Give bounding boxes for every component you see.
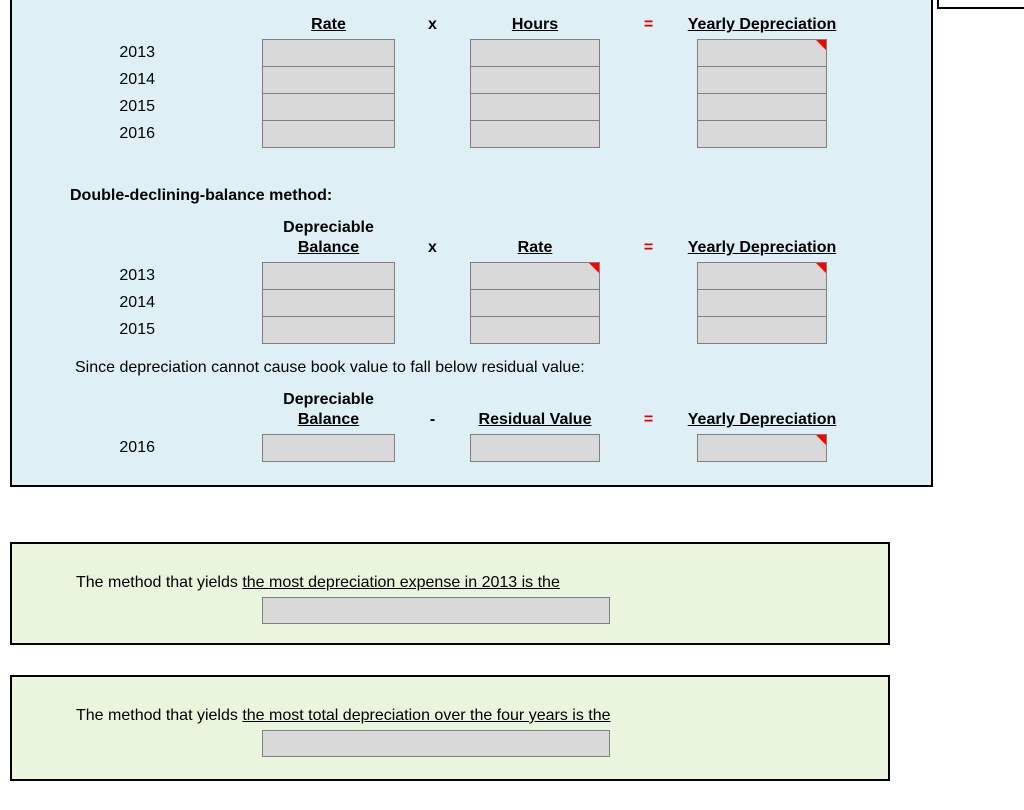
units-row-2016: 2016: [12, 120, 931, 148]
equals-operator: =: [643, 16, 654, 33]
question-1-answer-input[interactable]: [262, 597, 610, 624]
question-1-panel: The method that yields the most deprecia…: [10, 542, 890, 645]
year-label: 2016: [119, 125, 155, 142]
comment-flag-icon: [816, 263, 826, 273]
units-row-2013: 2013: [12, 39, 931, 67]
ddb-balance-input-2013[interactable]: [262, 262, 395, 290]
units-table: Rate x Hours = Yearly Depreciation 2013 …: [12, 15, 931, 148]
units-row-2015: 2015: [12, 93, 931, 121]
question-1-lead: The method that yields: [76, 574, 243, 591]
depreciation-worksheet-panel: Rate x Hours = Yearly Depreciation 2013 …: [10, 0, 933, 487]
ddb-row-2014: 2014: [12, 289, 931, 317]
ddb-row-2013: 2013: [12, 262, 931, 290]
year-label: 2014: [119, 294, 155, 311]
units-rate-input-2014[interactable]: [262, 66, 395, 94]
ddb-table: Depreciable Balance x Rate = Yearly Depr…: [12, 218, 931, 344]
year-label: 2015: [119, 321, 155, 338]
units-table-header: Rate x Hours = Yearly Depreciation: [12, 15, 931, 35]
units-row-2014: 2014: [12, 66, 931, 94]
units-hours-input-2013[interactable]: [470, 39, 600, 67]
question-1-text: The method that yields the most deprecia…: [76, 573, 560, 593]
year-label: 2015: [119, 98, 155, 115]
units-yearly-dep-input-2014[interactable]: [697, 66, 827, 94]
final-yearly-dep-input-2016[interactable]: [697, 434, 827, 462]
units-yearly-dep-input-2015[interactable]: [697, 93, 827, 121]
question-1-underlined: the most depreciation expense in 2013 is…: [242, 574, 560, 591]
units-rate-input-2016[interactable]: [262, 120, 395, 148]
ddb-method-heading: Double-declining-balance method:: [70, 187, 333, 204]
final-row-2016: 2016: [12, 434, 931, 462]
comment-flag-icon: [816, 435, 826, 445]
ddb-yearly-dep-input-2015[interactable]: [697, 316, 827, 344]
year-label: 2016: [119, 439, 155, 456]
units-hours-input-2015[interactable]: [470, 93, 600, 121]
final-table-header: Depreciable Balance - Residual Value = Y…: [12, 390, 931, 430]
multiply-operator: x: [428, 239, 437, 256]
comment-flag-icon: [589, 263, 599, 273]
units-rate-input-2013[interactable]: [262, 39, 395, 67]
units-yearly-dep-input-2016[interactable]: [697, 120, 827, 148]
final-col1-header: Depreciable Balance: [283, 391, 374, 428]
year-label: 2013: [119, 44, 155, 61]
residual-value-input-2016[interactable]: [470, 434, 600, 462]
year-label: 2014: [119, 71, 155, 88]
final-year-table: Depreciable Balance - Residual Value = Y…: [12, 390, 931, 462]
question-2-text: The method that yields the most total de…: [76, 706, 611, 726]
units-col2-header: Hours: [511, 16, 559, 33]
final-col2-header: Residual Value: [478, 411, 592, 428]
ddb-rate-input-2015[interactable]: [470, 316, 600, 344]
partial-panel-corner: [937, 0, 1024, 9]
ddb-col1-header: Depreciable Balance: [283, 219, 374, 256]
ddb-rate-input-2014[interactable]: [470, 289, 600, 317]
question-2-answer-input[interactable]: [262, 730, 610, 757]
units-hours-input-2014[interactable]: [470, 66, 600, 94]
ddb-yearly-dep-input-2013[interactable]: [697, 262, 827, 290]
ddb-balance-input-2015[interactable]: [262, 316, 395, 344]
final-col3-header: Yearly Depreciation: [687, 411, 837, 428]
minus-operator: -: [429, 411, 436, 428]
question-2-lead: The method that yields: [76, 707, 243, 724]
ddb-rate-input-2013[interactable]: [470, 262, 600, 290]
residual-value-note: Since depreciation cannot cause book val…: [75, 359, 585, 376]
year-label: 2013: [119, 267, 155, 284]
ddb-col3-header: Yearly Depreciation: [687, 239, 837, 256]
ddb-row-2015: 2015: [12, 316, 931, 344]
comment-flag-icon: [816, 40, 826, 50]
equals-operator: =: [643, 411, 654, 428]
ddb-balance-input-2014[interactable]: [262, 289, 395, 317]
units-col1-header: Rate: [311, 16, 346, 33]
equals-operator: =: [643, 239, 654, 256]
units-rate-input-2015[interactable]: [262, 93, 395, 121]
ddb-col2-header: Rate: [517, 239, 553, 256]
ddb-table-header: Depreciable Balance x Rate = Yearly Depr…: [12, 218, 931, 258]
units-yearly-dep-input-2013[interactable]: [697, 39, 827, 67]
question-2-underlined: the most total depreciation over the fou…: [242, 707, 611, 724]
final-balance-input-2016[interactable]: [262, 434, 395, 462]
units-hours-input-2016[interactable]: [470, 120, 600, 148]
multiply-operator: x: [428, 16, 437, 33]
question-2-panel: The method that yields the most total de…: [10, 675, 890, 781]
ddb-yearly-dep-input-2014[interactable]: [697, 289, 827, 317]
units-col3-header: Yearly Depreciation: [687, 16, 837, 33]
